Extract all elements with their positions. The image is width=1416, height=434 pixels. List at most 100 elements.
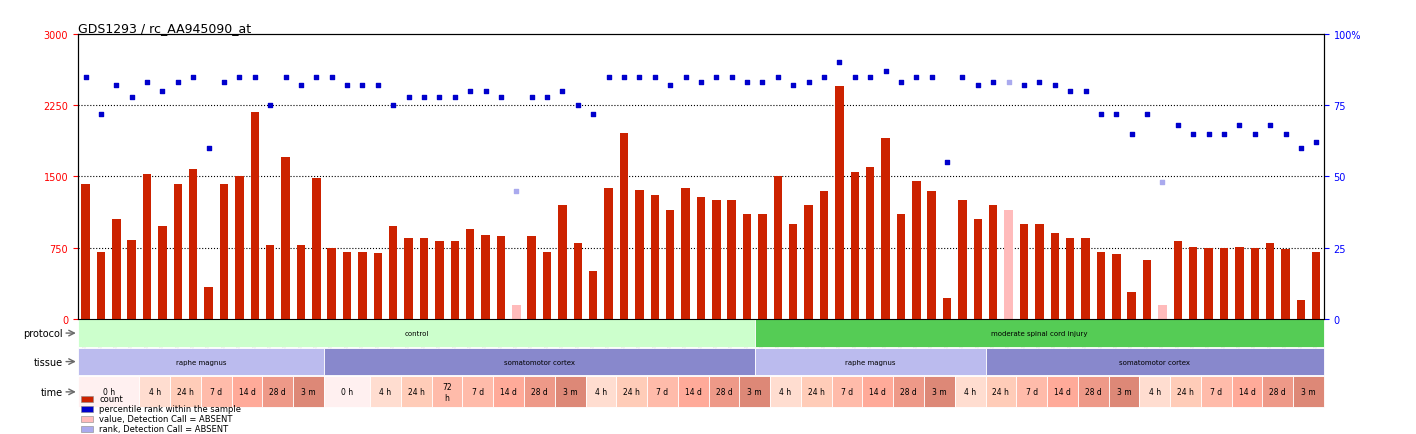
Bar bbox=[528, 237, 535, 319]
Bar bbox=[81, 184, 89, 319]
Text: tissue: tissue bbox=[34, 357, 62, 367]
Point bbox=[506, 187, 528, 194]
Bar bbox=[678, 377, 708, 408]
Bar bbox=[324, 377, 370, 408]
Bar bbox=[986, 348, 1324, 375]
Bar bbox=[755, 348, 986, 375]
Point bbox=[813, 74, 835, 81]
Text: 3 m: 3 m bbox=[1301, 388, 1315, 396]
Text: 28 d: 28 d bbox=[1269, 388, 1286, 396]
Bar bbox=[358, 253, 367, 319]
Text: 4 h: 4 h bbox=[595, 388, 607, 396]
Text: 24 h: 24 h bbox=[1177, 388, 1194, 396]
Bar bbox=[1127, 293, 1136, 319]
Text: value, Detection Call = ABSENT: value, Detection Call = ABSENT bbox=[99, 414, 232, 424]
Text: 3 m: 3 m bbox=[302, 388, 316, 396]
Bar bbox=[204, 288, 212, 319]
Point bbox=[1167, 122, 1189, 129]
Bar bbox=[1112, 255, 1120, 319]
Point bbox=[828, 60, 851, 67]
Bar bbox=[201, 377, 232, 408]
Bar bbox=[370, 377, 401, 408]
Text: somatomotor cortex: somatomotor cortex bbox=[504, 359, 575, 365]
Bar bbox=[262, 377, 293, 408]
Text: 28 d: 28 d bbox=[715, 388, 732, 396]
Text: 14 d: 14 d bbox=[1054, 388, 1070, 396]
Bar bbox=[463, 377, 493, 408]
Bar bbox=[925, 377, 954, 408]
Text: somatomotor cortex: somatomotor cortex bbox=[1119, 359, 1191, 365]
Bar bbox=[1266, 243, 1274, 319]
Bar bbox=[327, 248, 336, 319]
Text: 4 h: 4 h bbox=[149, 388, 161, 396]
Bar bbox=[1201, 377, 1232, 408]
Bar bbox=[1096, 253, 1104, 319]
Bar bbox=[1263, 377, 1293, 408]
Point bbox=[382, 102, 405, 109]
Point bbox=[89, 111, 112, 118]
Bar bbox=[867, 168, 874, 319]
Bar bbox=[1140, 377, 1170, 408]
Bar bbox=[851, 172, 860, 319]
Point bbox=[629, 74, 651, 81]
Bar bbox=[343, 253, 351, 319]
Bar bbox=[1313, 253, 1321, 319]
Text: 0 h: 0 h bbox=[341, 388, 353, 396]
Bar bbox=[831, 377, 862, 408]
Point bbox=[1182, 131, 1205, 138]
Text: 28 d: 28 d bbox=[269, 388, 286, 396]
Point bbox=[952, 74, 974, 81]
Bar bbox=[1004, 210, 1012, 319]
Text: moderate spinal cord injury: moderate spinal cord injury bbox=[991, 330, 1087, 336]
Bar bbox=[282, 158, 290, 319]
Point bbox=[797, 79, 820, 86]
Bar bbox=[1293, 377, 1324, 408]
Point bbox=[674, 74, 697, 81]
Point bbox=[474, 88, 497, 95]
Bar bbox=[127, 240, 136, 319]
Bar bbox=[159, 226, 167, 319]
Point bbox=[1228, 122, 1250, 129]
Bar bbox=[666, 210, 674, 319]
Text: count: count bbox=[99, 395, 123, 404]
Bar bbox=[374, 254, 382, 319]
Text: 0 h: 0 h bbox=[102, 388, 115, 396]
Bar bbox=[466, 229, 474, 319]
Bar bbox=[697, 198, 705, 319]
Text: 3 m: 3 m bbox=[748, 388, 762, 396]
Point bbox=[844, 74, 867, 81]
Text: 28 d: 28 d bbox=[1085, 388, 1102, 396]
Point bbox=[181, 74, 204, 81]
Bar bbox=[943, 298, 952, 319]
Point bbox=[367, 82, 389, 89]
Bar bbox=[1017, 377, 1046, 408]
Point bbox=[290, 82, 313, 89]
Point bbox=[566, 102, 589, 109]
Point bbox=[275, 74, 297, 81]
Point bbox=[443, 94, 466, 101]
Text: 28 d: 28 d bbox=[901, 388, 918, 396]
Bar bbox=[293, 377, 324, 408]
Point bbox=[705, 74, 728, 81]
Bar bbox=[1235, 247, 1243, 319]
Bar bbox=[728, 201, 736, 319]
Bar bbox=[835, 87, 844, 319]
Text: GDS1293 / rc_AA945090_at: GDS1293 / rc_AA945090_at bbox=[78, 22, 251, 35]
Point bbox=[1212, 131, 1235, 138]
Text: percentile rank within the sample: percentile rank within the sample bbox=[99, 404, 241, 414]
Point bbox=[490, 94, 513, 101]
Bar bbox=[1046, 377, 1078, 408]
Text: 24 h: 24 h bbox=[993, 388, 1010, 396]
Bar bbox=[974, 220, 983, 319]
Point bbox=[152, 88, 174, 95]
Bar bbox=[1219, 248, 1228, 319]
Bar bbox=[297, 245, 306, 319]
Point bbox=[782, 82, 804, 89]
Bar bbox=[1158, 305, 1167, 319]
Bar bbox=[1250, 248, 1259, 319]
Bar bbox=[893, 377, 925, 408]
Point bbox=[259, 102, 282, 109]
Point bbox=[1028, 79, 1051, 86]
Bar bbox=[927, 191, 936, 319]
Point bbox=[936, 159, 959, 166]
